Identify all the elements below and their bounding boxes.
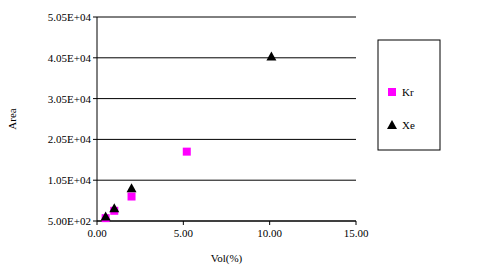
y-tick-label: 1.05E+04 (48, 174, 92, 186)
legend-box (378, 40, 440, 150)
point (109, 203, 119, 212)
y-axis (97, 17, 98, 221)
y-tick (93, 98, 97, 99)
x-axis (97, 221, 356, 222)
y-tick-label: 5.00E+02 (48, 215, 91, 227)
chart-svg: 5.00E+02 1.05E+04 2.05E+04 3.05E+04 4.05E+04… (0, 0, 484, 274)
y-axis-label: Area (6, 108, 18, 129)
point (128, 193, 136, 201)
x-tick-label: 0.00 (87, 227, 107, 239)
grid-line (97, 17, 356, 18)
grid-line (97, 98, 356, 99)
point (183, 148, 191, 156)
x-tick-label: 15.00 (344, 227, 369, 239)
point (127, 183, 137, 192)
y-tick (93, 17, 97, 18)
y-tick (93, 180, 97, 181)
y-tick-label: 3.05E+04 (48, 93, 92, 105)
legend-label: Xe (402, 119, 415, 131)
x-tick (356, 221, 357, 225)
point (266, 52, 276, 61)
x-axis-label: Vol(%) (211, 252, 243, 265)
x-tick (269, 221, 270, 225)
y-tick (93, 221, 97, 222)
grid-line (97, 57, 356, 58)
x-tick (97, 221, 98, 225)
chart-container: 5.00E+02 1.05E+04 2.05E+04 3.05E+04 4.05E+04… (0, 0, 484, 274)
legend-marker (388, 88, 396, 96)
point (101, 212, 111, 221)
grid-line (97, 139, 356, 140)
legend-label: Kr (402, 86, 414, 98)
plot-area (101, 52, 277, 223)
y-tick (93, 57, 97, 58)
y-tick-label: 5.05E+04 (48, 11, 92, 23)
grid-line (97, 221, 356, 222)
legend-marker (387, 120, 397, 129)
x-tick-label: 5.00 (174, 227, 194, 239)
y-tick-label: 2.05E+04 (48, 133, 92, 145)
y-tick-label: 4.05E+04 (48, 52, 92, 64)
grid-line (97, 180, 356, 181)
x-tick-label: 10.00 (257, 227, 282, 239)
y-tick (93, 139, 97, 140)
x-tick (183, 221, 184, 225)
